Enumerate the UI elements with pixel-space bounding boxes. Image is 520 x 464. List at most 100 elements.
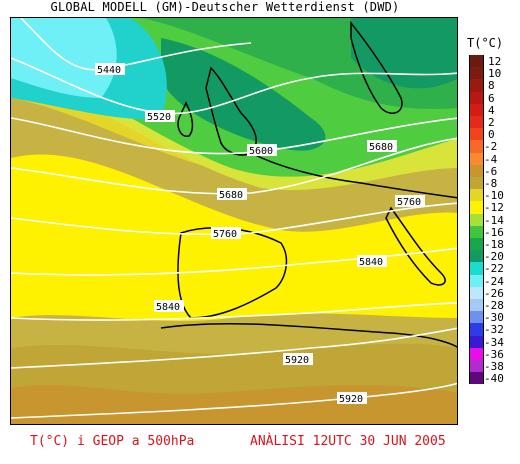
- legend-label: -14: [484, 213, 504, 227]
- legend-swatch: [469, 201, 484, 214]
- label-bg: [145, 110, 175, 122]
- legend-swatch: [469, 140, 484, 153]
- legend-label: -26: [484, 286, 504, 300]
- isoline-label: 5680: [219, 190, 243, 201]
- coast-italy: [385, 206, 446, 286]
- color-legend: 12 10 8 6 4 2 0 -2 -4 -6 -8 -10 -12 -14 -16 -18 -20 -22 -2…: [466, 55, 520, 385]
- label-bg: [247, 144, 277, 156]
- legend-swatch: [469, 55, 484, 68]
- isoline-label: 5680: [369, 142, 393, 153]
- label-bg: [217, 188, 247, 200]
- legend-label: -20: [484, 250, 504, 264]
- label-bg: [367, 140, 397, 152]
- isolines: [11, 18, 457, 419]
- legend-label: -24: [484, 274, 504, 288]
- label-bg: [211, 227, 241, 239]
- legend-swatch: [469, 372, 484, 385]
- coastlines: [160, 20, 457, 348]
- field-deep-green-core: [161, 38, 326, 151]
- legend-swatch: [469, 311, 484, 324]
- legend-label: -40: [484, 372, 504, 386]
- legend-label: -10: [484, 189, 504, 203]
- legend-swatch: [469, 347, 484, 360]
- field-light-cyan: [11, 18, 117, 98]
- isoline-5680: [11, 137, 457, 195]
- isoline-5840-b: [11, 302, 457, 321]
- legend-label: -22: [484, 262, 504, 276]
- legend-swatch: [469, 213, 484, 226]
- legend-swatch: [469, 262, 484, 275]
- legend-label: -18: [484, 238, 504, 251]
- legend-label: 12: [488, 55, 502, 68]
- label-bg: [154, 300, 184, 312]
- field-deep-green-ne: [351, 18, 457, 89]
- isoline-5760: [11, 202, 457, 236]
- legend-swatch: [469, 335, 484, 348]
- legend-label: -38: [484, 360, 504, 373]
- legend-swatch: [469, 67, 484, 80]
- isoline-5840: [11, 247, 457, 276]
- weather-map: 5440 5520 5600 5680 5680 5760 5760 5840 …: [10, 17, 458, 425]
- legend-swatch: [469, 323, 484, 336]
- map-canvas: 5440 5520 5600 5680 5680 5760 5760 5840 …: [11, 18, 457, 424]
- isoline-label: 5920: [285, 355, 309, 366]
- legend-label: 0: [488, 128, 495, 142]
- coast-iberia: [177, 227, 288, 319]
- isoline-5920: [11, 327, 457, 369]
- coast-europe: [250, 152, 457, 199]
- legend-label: 2: [488, 116, 495, 129]
- isoline-5600: [11, 117, 457, 155]
- isoline-label: 5520: [147, 112, 171, 123]
- legend-label: -30: [484, 311, 504, 325]
- legend-swatch: [469, 189, 484, 202]
- legend-swatch: [469, 250, 484, 263]
- legend-swatch: [469, 128, 484, 141]
- field-dark-green: [11, 18, 457, 109]
- isoline-label: 5600: [249, 146, 273, 157]
- legend-swatch: [469, 238, 484, 251]
- legend-label: -6: [484, 164, 498, 178]
- isoline-label: 5760: [213, 229, 237, 240]
- legend-label: -2: [484, 140, 498, 154]
- label-bg: [283, 353, 313, 365]
- legend-label: -8: [484, 177, 498, 190]
- coast-scandinavia: [350, 20, 403, 114]
- isoline-label: 5920: [339, 394, 363, 405]
- legend-title: T(°C): [467, 36, 504, 50]
- isoline-labels: 5440 5520 5600 5680 5680 5760 5760 5840 …: [95, 63, 425, 405]
- legend-swatch: [469, 274, 484, 287]
- legend-label: -4: [484, 152, 498, 166]
- isoline-label: 5440: [97, 65, 121, 76]
- legend-swatch: [469, 286, 484, 299]
- legend-swatch: [469, 91, 484, 104]
- legend-label: 10: [488, 67, 502, 81]
- legend-label: 8: [488, 79, 495, 93]
- legend-label: -12: [484, 201, 504, 215]
- legend-swatch: [469, 152, 484, 165]
- legend-swatch: [469, 299, 484, 312]
- label-bg: [357, 255, 387, 267]
- legend-swatch: [469, 103, 484, 116]
- legend-swatch: [469, 164, 484, 177]
- legend-swatch: [469, 177, 484, 190]
- isoline-label: 5840: [359, 257, 383, 268]
- isoline-label: 5760: [397, 197, 421, 208]
- legend-swatch: [469, 116, 484, 129]
- chart-title: GLOBAL MODELL (GM)-Deutscher Wetterdiens…: [50, 0, 400, 14]
- legend-label: 4: [488, 103, 495, 117]
- footer-analysis-time: ANÀLISI 12UTC 30 JUN 2005: [250, 434, 446, 449]
- legend-swatch: [469, 360, 484, 373]
- legend-label: -32: [484, 323, 504, 337]
- legend-label: -34: [484, 335, 504, 349]
- isoline-5520: [11, 57, 457, 115]
- legend-swatch: [469, 79, 484, 92]
- isoline-label: 5840: [156, 302, 180, 313]
- label-bg: [95, 63, 125, 75]
- label-bg: [337, 392, 367, 404]
- footer-variable: T(°C) i GEOP a 500hPa: [30, 434, 195, 449]
- legend-label: -16: [484, 225, 504, 239]
- label-bg: [395, 195, 425, 207]
- legend-swatch: [469, 225, 484, 238]
- coast-ireland: [177, 101, 194, 137]
- legend-label: -36: [484, 347, 504, 361]
